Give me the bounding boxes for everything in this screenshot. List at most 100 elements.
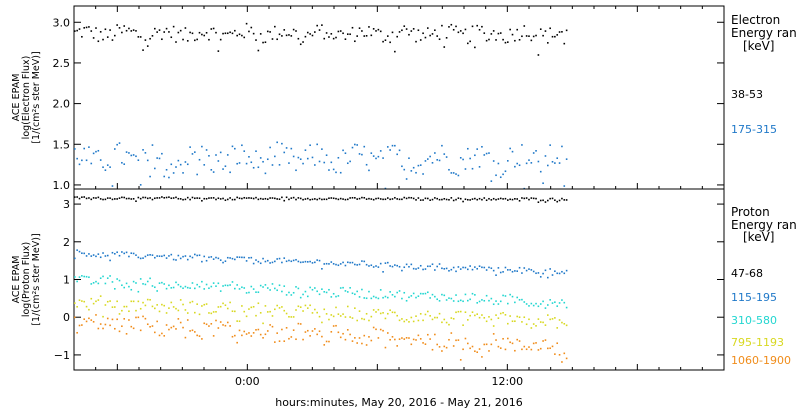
data-point-electron-1 <box>551 160 554 163</box>
data-point-proton-4 <box>542 340 544 342</box>
data-point-electron-1 <box>448 168 450 171</box>
data-point-proton-2 <box>137 290 140 293</box>
data-point-proton-4 <box>471 345 474 348</box>
data-point-proton-1 <box>471 268 474 271</box>
data-point-electron-0 <box>161 38 163 41</box>
data-point-electron-1 <box>438 159 441 162</box>
data-point-electron-1 <box>499 176 502 179</box>
data-point-proton-3 <box>330 314 333 316</box>
data-point-proton-1 <box>212 258 215 260</box>
data-point-proton-1 <box>514 270 516 272</box>
data-point-proton-0 <box>391 198 394 200</box>
data-point-proton-2 <box>415 296 417 299</box>
data-point-electron-1 <box>354 143 356 146</box>
data-point-electron-0 <box>377 28 380 31</box>
data-point-proton-2 <box>403 291 406 294</box>
data-point-proton-2 <box>266 287 269 289</box>
data-point-proton-0 <box>285 196 288 199</box>
data-point-electron-0 <box>306 31 309 34</box>
data-point-proton-4 <box>285 327 288 329</box>
data-point-electron-0 <box>271 38 274 40</box>
data-point-electron-1 <box>201 145 203 148</box>
data-point-proton-0 <box>457 197 460 199</box>
data-point-proton-4 <box>311 330 314 332</box>
data-point-proton-4 <box>278 340 281 342</box>
data-point-proton-0 <box>144 196 147 199</box>
data-point-proton-2 <box>132 280 135 283</box>
data-point-proton-2 <box>281 290 283 293</box>
data-point-proton-4 <box>457 339 460 341</box>
data-point-proton-4 <box>74 316 76 319</box>
data-point-proton-0 <box>490 199 493 201</box>
data-point-proton-0 <box>525 197 528 199</box>
data-point-proton-1 <box>455 270 457 273</box>
data-point-proton-1 <box>401 269 403 272</box>
data-point-proton-2 <box>514 301 516 304</box>
data-point-proton-3 <box>438 312 441 315</box>
data-point-proton-4 <box>241 334 243 337</box>
data-point-proton-3 <box>234 310 236 313</box>
data-point-electron-1 <box>191 153 194 155</box>
data-point-proton-1 <box>252 262 255 265</box>
data-point-proton-0 <box>255 196 257 199</box>
data-point-proton-2 <box>547 304 549 306</box>
data-point-proton-0 <box>396 198 398 200</box>
data-point-proton-3 <box>314 308 316 311</box>
data-point-electron-0 <box>203 34 206 37</box>
data-point-proton-3 <box>384 317 387 320</box>
data-point-proton-4 <box>189 330 191 332</box>
data-point-proton-2 <box>283 285 286 287</box>
data-point-proton-3 <box>297 305 300 308</box>
data-point-proton-1 <box>118 254 121 257</box>
data-point-proton-3 <box>257 302 260 305</box>
data-point-proton-1 <box>109 259 111 262</box>
data-point-proton-0 <box>306 197 309 200</box>
data-point-proton-1 <box>314 261 316 264</box>
data-point-proton-1 <box>121 251 123 253</box>
data-point-electron-1 <box>481 145 483 148</box>
data-point-proton-4 <box>144 317 147 320</box>
data-point-proton-4 <box>405 337 408 339</box>
data-point-proton-3 <box>255 314 257 317</box>
data-point-electron-0 <box>290 35 293 37</box>
data-point-electron-0 <box>492 30 495 32</box>
data-point-proton-0 <box>74 196 76 198</box>
data-point-proton-4 <box>194 331 196 333</box>
data-point-proton-2 <box>76 280 78 283</box>
data-point-proton-1 <box>264 260 267 263</box>
data-point-proton-2 <box>241 286 243 289</box>
data-point-proton-4 <box>459 359 462 361</box>
data-point-electron-0 <box>363 35 366 37</box>
data-point-proton-1 <box>363 260 366 263</box>
data-point-proton-0 <box>344 198 347 201</box>
data-point-proton-3 <box>309 304 311 307</box>
legend-entry-electron-1: 175-315 <box>731 123 777 136</box>
data-point-proton-2 <box>189 287 191 289</box>
data-point-proton-4 <box>161 332 163 335</box>
data-point-proton-4 <box>431 348 434 351</box>
data-point-electron-0 <box>189 31 191 34</box>
data-point-electron-1 <box>426 158 429 160</box>
data-point-proton-3 <box>241 305 243 307</box>
data-point-electron-0 <box>535 34 537 37</box>
data-point-proton-1 <box>168 255 170 257</box>
data-point-proton-3 <box>182 303 184 306</box>
data-point-proton-2 <box>142 283 144 285</box>
data-point-proton-3 <box>344 316 347 318</box>
data-point-proton-1 <box>179 257 182 260</box>
data-point-proton-1 <box>372 266 375 268</box>
data-point-electron-0 <box>196 38 198 41</box>
data-point-electron-0 <box>149 37 151 40</box>
legend-entry-electron-0: 38-53 <box>731 88 763 101</box>
data-point-electron-0 <box>106 36 109 38</box>
data-point-electron-1 <box>255 150 257 152</box>
data-point-proton-4 <box>556 342 559 345</box>
data-point-electron-0 <box>309 33 311 35</box>
data-point-electron-0 <box>431 33 434 35</box>
data-point-proton-4 <box>139 329 142 332</box>
data-point-proton-0 <box>184 198 187 201</box>
data-point-proton-1 <box>128 255 130 258</box>
data-point-electron-0 <box>212 27 215 30</box>
data-point-proton-3 <box>264 305 267 307</box>
data-point-electron-0 <box>372 28 375 30</box>
